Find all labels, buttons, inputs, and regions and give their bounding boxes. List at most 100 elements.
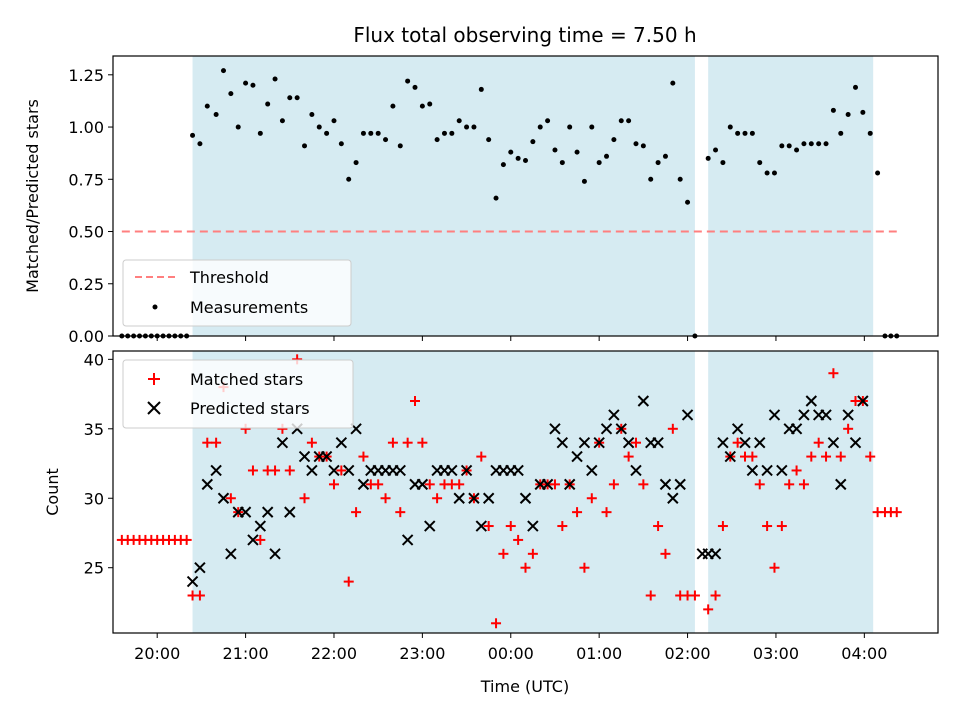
predicted-star-point: [261, 506, 274, 518]
predicted-star-point: [827, 436, 840, 449]
measurement-point: [523, 157, 528, 163]
predicted-star-point: [608, 409, 620, 421]
y-tick-label: 30: [84, 489, 104, 508]
measurement-point: [471, 124, 477, 130]
matched-star-point: [373, 479, 384, 490]
predicted-star-point: [746, 464, 759, 477]
measurement-point: [875, 170, 881, 176]
matched-star-point: [395, 507, 406, 518]
measurement-point: [713, 147, 719, 153]
measurement-point: [596, 160, 602, 166]
measurement-point: [633, 141, 639, 147]
matched-star-point: [336, 465, 347, 476]
matched-star-point: [476, 451, 487, 462]
measurement-point: [419, 103, 425, 109]
ratio-legend-box: [122, 259, 352, 327]
x-tick-label: 21:00: [223, 644, 269, 663]
measurement-point: [493, 195, 499, 201]
measurement-point: [845, 112, 851, 118]
count-x-ticks: 20:00 21:00 22:00 23:00 00:00 01:00 02:00 03:00…: [134, 633, 887, 663]
measurement-point: [486, 137, 492, 143]
measurement-point: [823, 141, 829, 147]
predicted-star-point: [201, 478, 213, 491]
matched-star-point: [520, 562, 531, 573]
y-tick-label: 1.25: [68, 66, 104, 85]
predicted-star-point: [276, 436, 289, 449]
measurement-point: [685, 199, 691, 205]
measurement-point: [757, 160, 763, 166]
measurement-point: [537, 124, 543, 130]
x-tick-label: 20:00: [134, 644, 180, 663]
predicted-star-point: [194, 562, 206, 574]
predicted-star-point: [717, 436, 729, 449]
matched-star-point: [380, 493, 391, 504]
predicted-star-point: [849, 436, 862, 449]
predicted-star-point: [731, 423, 744, 435]
matched-star-point: [402, 437, 413, 448]
y-tick-label: 1.00: [68, 118, 104, 137]
matched-star-point: [351, 507, 362, 518]
matched-star-point: [306, 437, 317, 448]
x-tick-label: 03:00: [753, 644, 799, 663]
measurement-point: [559, 160, 565, 166]
predicted-star-point: [239, 506, 252, 518]
predicted-star-point: [659, 478, 672, 491]
measurement-point: [353, 160, 359, 166]
predicted-star-point: [761, 464, 773, 477]
measurement-point: [220, 68, 226, 74]
measurement-point: [626, 118, 632, 124]
matched-stars-points: [116, 354, 902, 629]
measurement-point: [412, 84, 418, 90]
measurement-point: [456, 118, 462, 124]
matched-star-point: [579, 562, 590, 573]
matched-star-point: [732, 437, 743, 448]
matched-star-point: [299, 493, 310, 504]
measurement-point: [867, 130, 873, 136]
matched-star-point: [835, 451, 846, 462]
x-tick-label: 00:00: [488, 644, 534, 663]
measurement-point: [375, 130, 381, 136]
matched-star-point: [498, 548, 509, 559]
matched-star-point: [255, 534, 266, 545]
measurement-point: [405, 78, 411, 84]
count-axes-frame: [112, 350, 939, 634]
predicted-star-point: [842, 409, 854, 421]
matched-star-point: [769, 562, 780, 573]
predicted-star-point: [674, 478, 686, 491]
predicted-star-point: [306, 464, 318, 477]
matched-star-point: [710, 590, 721, 601]
predicted-star-point: [556, 436, 569, 449]
measurement-point: [190, 132, 196, 138]
predicted-star-point: [394, 464, 406, 477]
legend-predicted-label: Predicted stars: [190, 399, 310, 418]
matched-star-point: [717, 521, 728, 532]
predicted-star-point: [247, 534, 259, 546]
measurement-point: [257, 130, 263, 136]
ratio-x-ticks: [156, 336, 865, 341]
predicted-star-point: [578, 436, 591, 449]
measurement-point: [567, 124, 573, 130]
predicted-star-point: [549, 423, 561, 435]
matched-star-point: [527, 548, 538, 559]
measurement-point: [204, 103, 210, 109]
measurement-point: [794, 147, 800, 153]
ratio-legend: Threshold Measurements: [122, 259, 352, 327]
matched-star-point: [424, 479, 435, 490]
measurement-point: [427, 101, 433, 107]
legend-matched-swatch: [148, 373, 160, 385]
measurement-point: [581, 178, 587, 184]
measurement-point: [779, 143, 785, 149]
measurement-point: [390, 103, 396, 109]
measurement-point: [655, 160, 661, 166]
matched-star-point: [762, 521, 773, 532]
matched-star-point: [667, 423, 678, 434]
matched-star-point: [513, 534, 524, 545]
predicted-star-point: [709, 548, 722, 560]
matched-star-point: [806, 451, 817, 462]
measurement-point: [552, 147, 558, 153]
measurement-point: [742, 130, 748, 136]
measurement-point: [771, 170, 777, 176]
y-tick-label: 0.50: [68, 223, 104, 242]
predicted-star-point: [519, 492, 532, 504]
